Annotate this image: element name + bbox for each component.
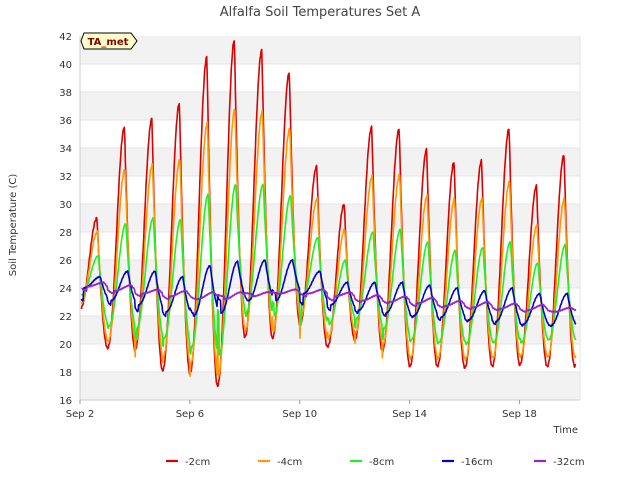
x-axis-title: Time bbox=[553, 425, 578, 436]
legend-label: -2cm bbox=[185, 457, 210, 468]
y-tick-label: 22 bbox=[59, 312, 72, 323]
series-line-minus-4cm bbox=[80, 108, 577, 378]
x-tick-label: Sep 2 bbox=[66, 409, 94, 420]
site-badge-box bbox=[80, 32, 138, 50]
site-badge: TA_met bbox=[80, 32, 138, 50]
y-tick-label: 32 bbox=[59, 172, 72, 183]
series-line-minus-8cm bbox=[80, 183, 577, 356]
grid-band bbox=[80, 92, 580, 120]
y-tick-label: 20 bbox=[59, 340, 72, 351]
y-tick-label: 34 bbox=[59, 144, 72, 155]
y-tick-labels: 16 18 20 22 24 26 28 30 32 34 36 38 40 42 bbox=[59, 32, 72, 407]
series-line-minus-2cm bbox=[80, 40, 577, 388]
grid-band bbox=[80, 260, 580, 288]
x-tick-label: Sep 18 bbox=[502, 409, 537, 420]
legend-label: -8cm bbox=[369, 457, 394, 468]
y-tick-label: 24 bbox=[59, 284, 72, 295]
axes bbox=[79, 36, 581, 401]
series-lines bbox=[80, 40, 577, 388]
y-tick-label: 40 bbox=[59, 60, 72, 71]
chart-title: Alfalfa Soil Temperatures Set A bbox=[220, 5, 421, 20]
legend-label: -16cm bbox=[461, 457, 493, 468]
series-line-minus-16cm bbox=[80, 258, 577, 328]
grid-band bbox=[80, 204, 580, 232]
legend: -2cm -4cm -8cm -16cm -32cm bbox=[166, 457, 585, 468]
grid-band bbox=[80, 372, 580, 400]
site-badge-label: TA_met bbox=[88, 37, 129, 48]
y-axis-title: Soil Temperature (C) bbox=[8, 174, 19, 277]
legend-label: -32cm bbox=[553, 457, 585, 468]
y-tick-label: 18 bbox=[59, 368, 72, 379]
y-tick-label: 16 bbox=[59, 396, 72, 407]
x-tick-label: Sep 6 bbox=[176, 409, 204, 420]
series-line-minus-32cm bbox=[81, 281, 577, 313]
y-tick-label: 42 bbox=[59, 32, 72, 43]
y-tick-label: 28 bbox=[59, 228, 72, 239]
x-tick-labels: Sep 2 Sep 6 Sep 10 Sep 14 Sep 18 bbox=[66, 400, 537, 420]
y-tick-label: 38 bbox=[59, 88, 72, 99]
y-tick-label: 36 bbox=[59, 116, 72, 127]
y-tick-label: 30 bbox=[59, 200, 72, 211]
x-tick-label: Sep 14 bbox=[392, 409, 427, 420]
grid-band bbox=[80, 148, 580, 176]
x-tick-label: Sep 10 bbox=[282, 409, 317, 420]
grid-band bbox=[80, 36, 580, 64]
y-tick-label: 26 bbox=[59, 256, 72, 267]
legend-label: -4cm bbox=[277, 457, 302, 468]
